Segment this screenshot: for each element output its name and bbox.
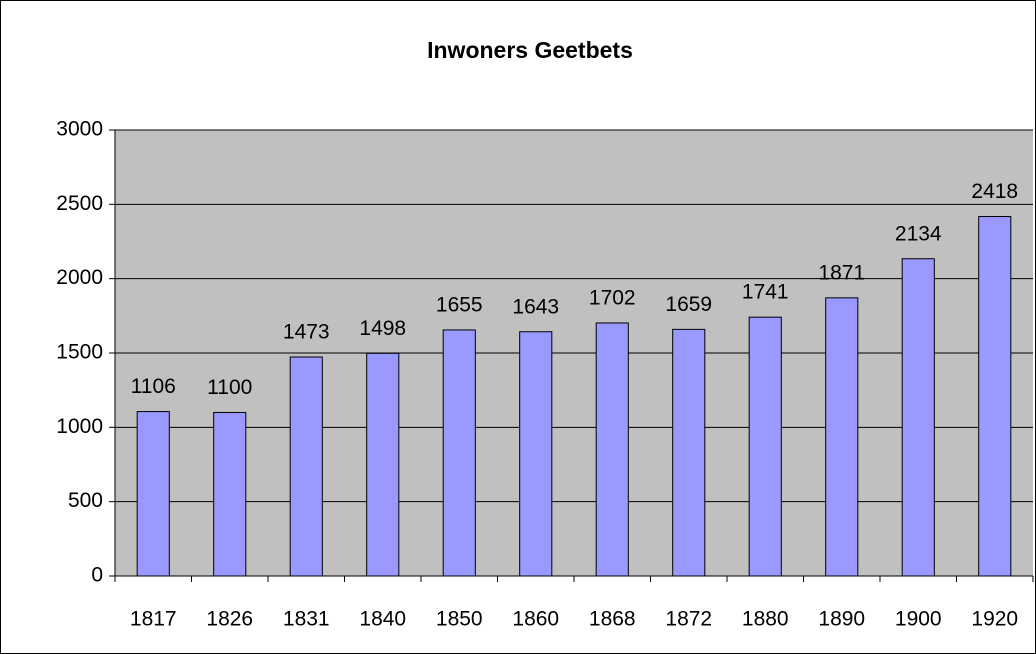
bar [289,356,323,577]
y-tick-label: 2500 [56,192,103,215]
bar [748,316,782,577]
x-tick-label: 1880 [742,608,789,631]
data-label: 1498 [359,317,406,340]
data-label: 2134 [895,222,942,245]
bar [519,331,553,577]
data-label: 1100 [207,376,252,399]
data-label: 1106 [131,375,176,398]
x-tick-label: 1860 [512,608,559,631]
x-tick-label: 1868 [589,608,636,631]
data-label: 1741 [742,281,789,304]
data-label: 1702 [589,287,636,310]
data-label: 1643 [512,295,559,318]
bar [901,258,935,577]
data-label: 1473 [283,321,330,344]
y-tick-label: 500 [68,489,103,512]
x-tick-label: 1826 [206,608,253,631]
x-tick-label: 1900 [895,608,942,631]
x-tick-label: 1850 [436,608,483,631]
x-tick-label: 1840 [359,608,406,631]
x-tick-label: 1831 [283,608,330,631]
x-tick-label: 1872 [665,608,712,631]
data-label: 1659 [665,293,712,316]
bar [213,411,247,577]
bar [366,352,400,577]
bar [136,411,170,577]
x-tick-label: 1817 [130,608,177,631]
data-label: 1655 [436,294,483,317]
y-tick-label: 1000 [56,415,103,438]
bar [595,322,629,577]
y-tick-label: 3000 [56,118,103,141]
y-tick-label: 2000 [56,266,103,289]
bar [442,329,476,577]
data-label: 2418 [971,180,1018,203]
x-tick-label: 1890 [818,608,865,631]
bar [978,216,1012,577]
bar [672,328,706,577]
x-tick-label: 1920 [971,608,1018,631]
y-tick-label: 0 [91,564,103,587]
bar [825,297,859,577]
chart-title: Inwoners Geetbets [427,37,633,63]
y-tick-label: 1500 [56,341,103,364]
data-label: 1871 [818,261,865,284]
